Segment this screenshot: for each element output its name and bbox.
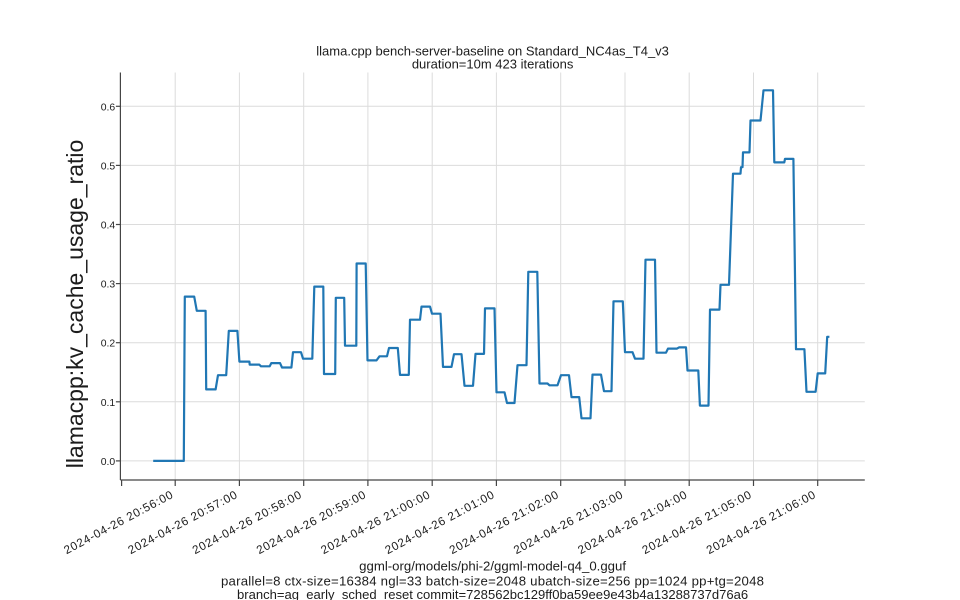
svg-text:0.2: 0.2 [101, 339, 116, 350]
svg-text:0.3: 0.3 [101, 280, 116, 291]
svg-text:llamacpp:kv_cache_usage_ratio: llamacpp:kv_cache_usage_ratio [62, 140, 88, 469]
svg-text:branch=ag_early_sched_reset co: branch=ag_early_sched_reset commit=72856… [237, 587, 748, 600]
svg-text:ggml-org/models/phi-2/ggml-mod: ggml-org/models/phi-2/ggml-model-q4_0.gg… [359, 558, 626, 573]
svg-text:0.4: 0.4 [101, 221, 116, 232]
svg-text:0.1: 0.1 [101, 398, 116, 409]
svg-text:0.5: 0.5 [101, 161, 116, 172]
svg-text:duration=10m 423 iterations: duration=10m 423 iterations [412, 56, 574, 71]
svg-text:llama.cpp bench-server-baselin: llama.cpp bench-server-baseline on Stand… [316, 43, 669, 58]
svg-text:parallel=8 ctx-size=16384 ngl=: parallel=8 ctx-size=16384 ngl=33 batch-s… [221, 574, 764, 589]
svg-text:0.6: 0.6 [101, 102, 116, 113]
svg-text:0.0: 0.0 [101, 457, 116, 468]
